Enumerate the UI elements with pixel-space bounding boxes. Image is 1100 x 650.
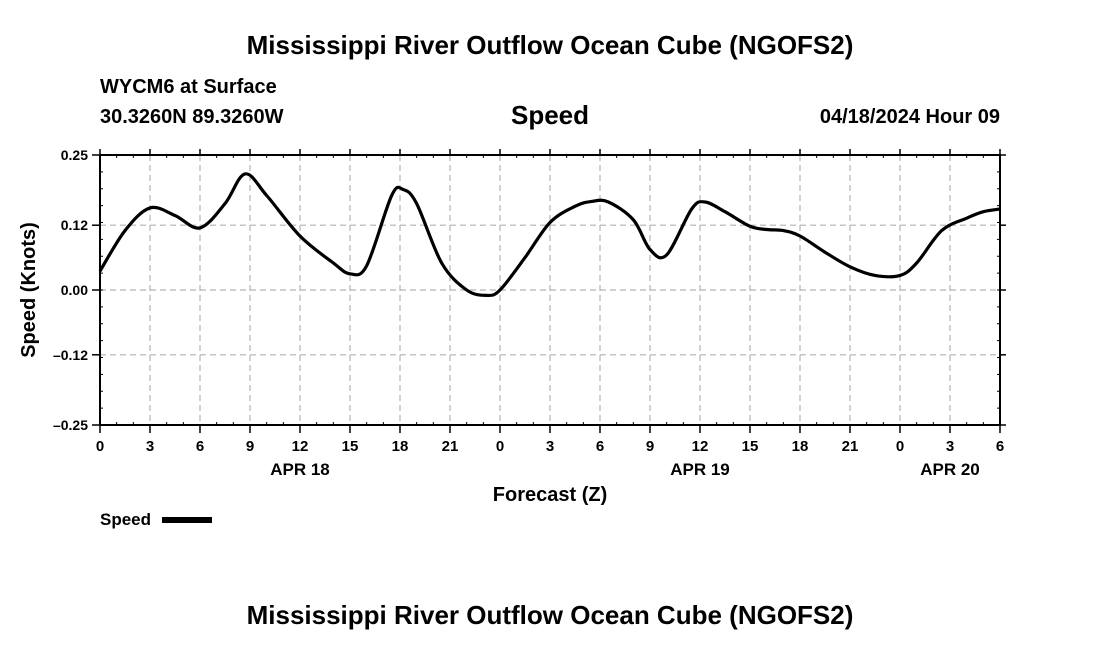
y-tick-label: 0.25: [61, 147, 88, 163]
date-label: APR 18: [270, 460, 330, 479]
legend-swatch: [162, 517, 212, 523]
datetime-label: 04/18/2024 Hour 09: [819, 106, 1000, 128]
series-layer: [98, 172, 1001, 298]
x-tick-label: 6: [196, 438, 204, 455]
coordinates-label: 30.3260N 89.3260W: [100, 106, 284, 128]
y-tick-label: –0.12: [53, 347, 88, 363]
grid: [100, 154, 1000, 426]
axis-labels: 0 3 6 9 12 15 18 21 0 3 6 9 12 15 18 21 0 3 6 0.25 0.12 0.00 –…: [53, 147, 1004, 479]
x-tick-label: 3: [546, 438, 554, 455]
x-tick-label: 21: [442, 438, 459, 455]
footer-title: Mississippi River Outflow Ocean Cube (NG…: [246, 600, 854, 630]
variable-title: Speed: [510, 100, 590, 130]
speed-series-line: [98, 172, 1001, 298]
x-tick-label: 21: [842, 438, 859, 455]
legend-label: Speed: [100, 510, 152, 529]
x-tick-label: 12: [692, 438, 709, 455]
x-tick-label: 0: [496, 438, 504, 455]
y-tick-label: 0.12: [61, 217, 88, 233]
date-label: APR 20: [920, 460, 980, 479]
y-tick-label: 0.00: [61, 282, 88, 298]
station-label: WYCM6 at Surface: [100, 76, 277, 98]
x-tick-label: 9: [246, 438, 254, 455]
x-axis-label: Forecast (Z): [493, 484, 607, 506]
x-tick-label: 15: [742, 438, 759, 455]
x-tick-label: 18: [392, 438, 409, 455]
x-tick-label: 9: [646, 438, 654, 455]
x-tick-label: 6: [996, 438, 1004, 455]
x-tick-label: 12: [292, 438, 309, 455]
y-axis-label: Speed (Knots): [18, 222, 40, 358]
x-tick-label: 6: [596, 438, 604, 455]
axis-ticks: [92, 149, 1006, 433]
date-label: APR 19: [670, 460, 730, 479]
x-tick-label: 18: [792, 438, 809, 455]
x-tick-label: 3: [146, 438, 154, 455]
x-tick-label: 15: [342, 438, 359, 455]
x-tick-label: 3: [946, 438, 954, 455]
x-tick-label: 0: [896, 438, 904, 455]
chart-title: Mississippi River Outflow Ocean Cube (NG…: [246, 30, 854, 60]
y-tick-label: –0.25: [53, 417, 88, 433]
x-tick-label: 0: [96, 438, 104, 455]
